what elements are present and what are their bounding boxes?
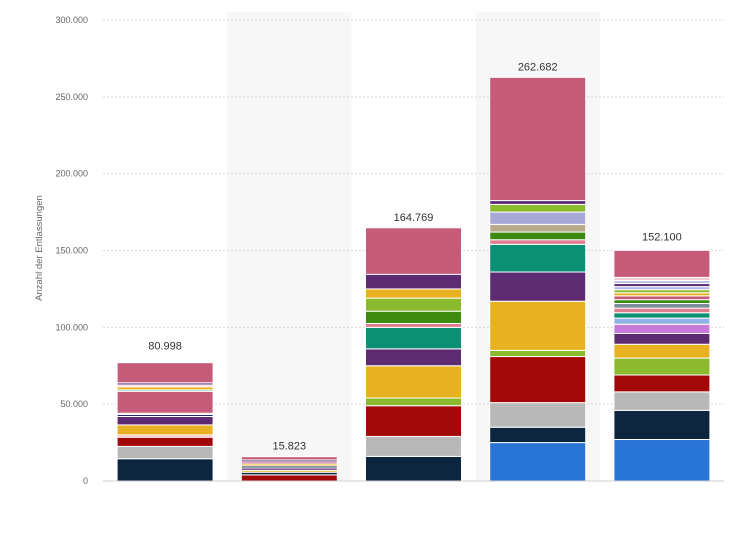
bar-segment[interactable] [489, 402, 587, 428]
bar-segment[interactable] [116, 390, 214, 414]
bar-segment[interactable] [613, 299, 711, 305]
bar-total-label: 80.998 [148, 341, 182, 353]
bar-segment[interactable] [365, 227, 462, 275]
bar-segment[interactable] [116, 362, 214, 384]
y-tick-labels: 0 50.000 100.000 150.000 200.000 250.000 300.0… [55, 15, 88, 486]
bar-segment[interactable] [116, 424, 214, 436]
bar-segment[interactable] [365, 310, 462, 324]
bar-total-label: 15.823 [272, 441, 306, 453]
bar-segment[interactable] [613, 317, 711, 325]
bar-total-labels: 80.998 15.823 164.769 262.682 152.100 [148, 61, 682, 452]
bar-segment[interactable] [116, 445, 214, 460]
bar-segment[interactable] [365, 405, 462, 437]
bar-segment[interactable] [489, 349, 587, 358]
bar-segment[interactable] [613, 332, 711, 345]
bar-segment[interactable] [365, 326, 462, 350]
column-band-2 [227, 12, 352, 481]
bar-segment[interactable] [489, 200, 587, 205]
bar-4 [489, 76, 587, 482]
bar-segment[interactable] [365, 397, 462, 407]
bar-segment[interactable] [365, 273, 462, 290]
bar-segment[interactable] [613, 343, 711, 359]
bar-segment[interactable] [489, 243, 587, 273]
y-tick-label: 200.000 [55, 169, 88, 179]
bar-5 [613, 249, 711, 482]
bar-segment[interactable] [240, 456, 338, 461]
bar-total-label: 152.100 [642, 231, 682, 243]
bar-segment[interactable] [489, 231, 587, 241]
y-tick-label: 0 [83, 476, 88, 486]
bar-3 [365, 227, 462, 482]
bar-segment[interactable] [613, 295, 711, 301]
bar-segment[interactable] [613, 249, 711, 278]
bar-segment[interactable] [116, 436, 214, 447]
bar-segment[interactable] [240, 474, 338, 482]
bar-segment[interactable] [365, 435, 462, 457]
bar-segment[interactable] [489, 211, 587, 225]
bar-segment[interactable] [489, 239, 587, 245]
bar-total-label: 262.682 [518, 61, 558, 73]
bar-segment[interactable] [489, 203, 587, 213]
bar-segment[interactable] [489, 426, 587, 444]
bar-2 [240, 456, 338, 482]
y-tick-label: 250.000 [55, 92, 88, 102]
bar-segment[interactable] [116, 458, 214, 482]
y-tick-label: 150.000 [55, 246, 88, 256]
bar-segment[interactable] [489, 442, 587, 482]
bar-total-label: 164.769 [394, 212, 434, 224]
y-tick-label: 100.000 [55, 322, 88, 332]
bar-segment[interactable] [613, 357, 711, 376]
y-axis-label: Anzahl der Entlassungen [34, 195, 45, 301]
bar-segment[interactable] [613, 374, 711, 393]
bar-segment[interactable] [489, 356, 587, 404]
bar-segment[interactable] [365, 455, 462, 482]
bar-segment[interactable] [365, 348, 462, 367]
y-tick-label: 50.000 [60, 399, 88, 409]
bar-segment[interactable] [365, 297, 462, 312]
bar-segment[interactable] [489, 223, 587, 233]
y-tick-label: 300.000 [55, 15, 88, 25]
bar-1 [116, 362, 214, 482]
bars [116, 76, 711, 482]
bar-segment[interactable] [365, 288, 462, 299]
bar-segment[interactable] [613, 391, 711, 411]
bar-segment[interactable] [613, 303, 711, 309]
bar-segment[interactable] [116, 415, 214, 426]
bar-segment[interactable] [365, 365, 462, 399]
bar-segment[interactable] [489, 76, 587, 202]
bar-segment[interactable] [613, 307, 711, 314]
bar-segment[interactable] [489, 300, 587, 351]
bar-segment[interactable] [613, 323, 711, 334]
bar-segment[interactable] [613, 439, 711, 482]
bar-segment[interactable] [489, 271, 587, 302]
bar-segment[interactable] [613, 409, 711, 441]
bar-segment[interactable] [365, 322, 462, 328]
bar-segment[interactable] [613, 312, 711, 319]
